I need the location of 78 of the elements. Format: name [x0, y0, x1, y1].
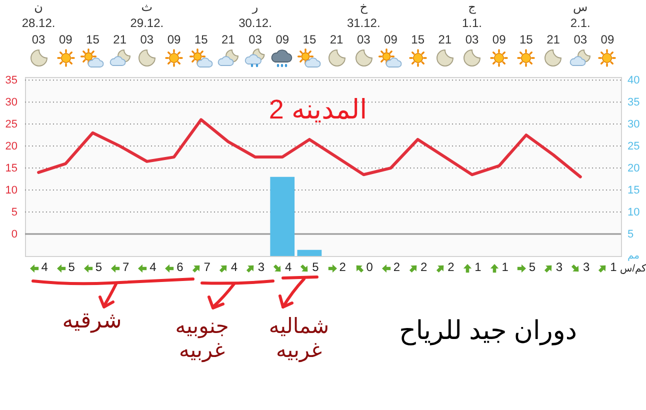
x-tick-label: 03 [140, 32, 154, 46]
y2-axis-title: مم [627, 250, 640, 262]
y2-tick-label: 5 [628, 228, 634, 241]
text: 4 [148, 260, 158, 275]
x-tick-label: 09 [600, 32, 614, 46]
x-tick-label: 09 [384, 32, 398, 46]
text: 5 [94, 260, 104, 275]
text: 1 [474, 260, 482, 275]
y-tick-label: 30 [5, 96, 18, 109]
x-tick-label: 15 [194, 32, 208, 46]
x-tick-label: 03 [356, 32, 371, 46]
x-tick-label: 09 [276, 32, 290, 46]
y2-tick-label: 10 [628, 206, 640, 219]
text: 5 [311, 260, 320, 275]
text: ث [140, 0, 154, 15]
x-tick-label: 21 [438, 32, 452, 46]
y2-tick-label: 40 [628, 74, 640, 87]
y2-tick-label: 20 [628, 162, 640, 175]
text: ن [33, 0, 44, 15]
x-tick-label: 09 [58, 32, 73, 46]
y2-tick-label: 30 [628, 118, 640, 131]
y2-tick-label: 25 [628, 140, 640, 153]
text: 4 [40, 260, 49, 275]
x-tick-label: 15 [411, 32, 425, 46]
text: 3 [582, 260, 591, 275]
text: 1.1. [460, 16, 483, 31]
text: س [572, 0, 589, 15]
text: 4 [230, 260, 239, 275]
x-tick-label: 09 [492, 32, 506, 46]
text: شماليه غربيه [268, 314, 330, 364]
text: 7 [202, 260, 212, 275]
text: 4 [284, 260, 293, 275]
text: 30.12. [238, 16, 273, 31]
x-tick-label: 21 [330, 32, 344, 46]
y-tick-label: 25 [5, 118, 18, 131]
text: جنوبيه غربيه [174, 314, 230, 364]
text: 2 [338, 260, 347, 275]
text: المدينه 2 [268, 94, 368, 126]
text: 1 [500, 260, 510, 275]
y2-tick-label: 35 [628, 96, 640, 109]
text: 2 [419, 260, 428, 275]
text: 3 [554, 260, 564, 275]
text: 3 [256, 260, 266, 275]
text: ر [250, 0, 260, 15]
x-tick-label: 15 [520, 32, 534, 46]
x-tick-label: 03 [465, 32, 479, 46]
text: 29.12. [129, 16, 165, 31]
y-tick-label: 5 [11, 206, 18, 219]
text: 5 [528, 260, 537, 275]
text: 6 [176, 260, 184, 275]
text: دوران جيد للرياح [398, 315, 578, 346]
text: 0 [365, 260, 374, 275]
y-tick-label: 10 [5, 184, 18, 197]
y-tick-label: 15 [5, 162, 18, 175]
text: خ [358, 0, 368, 15]
x-tick-label: 21 [222, 32, 236, 46]
text: شرقيه [61, 307, 123, 333]
x-tick-label: 09 [167, 32, 181, 46]
x-tick-label: 03 [32, 32, 46, 46]
x-tick-label: 15 [302, 32, 316, 46]
text: 28.12. [20, 16, 56, 31]
y-tick-label: 20 [5, 140, 18, 153]
x-tick-label: 21 [546, 32, 560, 46]
y-tick-label: 0 [11, 228, 18, 241]
text: 5 [67, 260, 76, 275]
text: 7 [121, 260, 130, 275]
text: ج [467, 0, 477, 15]
text: 2 [446, 260, 456, 275]
y-tick-label: 35 [5, 74, 18, 87]
text: 1 [609, 260, 618, 275]
x-tick-label: 15 [86, 32, 100, 46]
text: 2 [392, 260, 402, 275]
y2-tick-label: 15 [628, 184, 640, 197]
text: 2.1. [569, 16, 592, 31]
x-tick-label: 03 [574, 32, 588, 46]
x-tick-label: 03 [248, 32, 262, 46]
text: 31.12. [346, 16, 382, 31]
x-tick-label: 21 [113, 32, 127, 46]
